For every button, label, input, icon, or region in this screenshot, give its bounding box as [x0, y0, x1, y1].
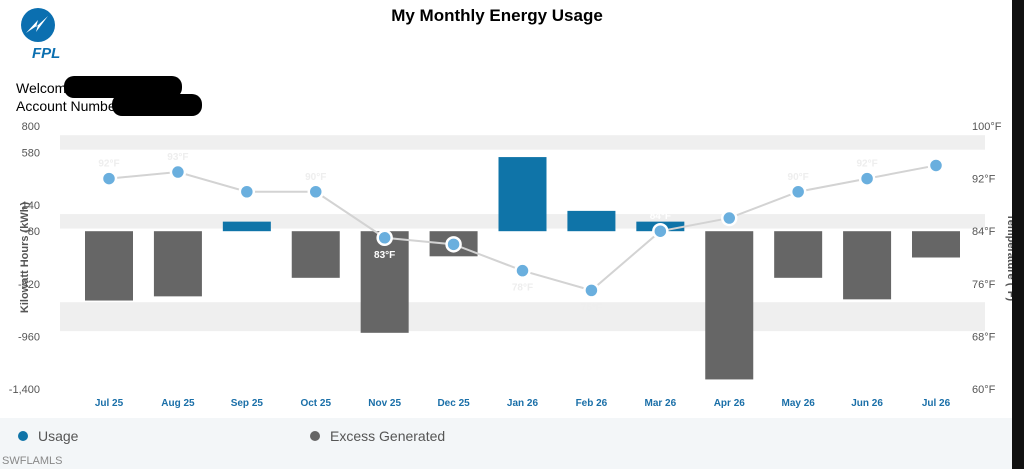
temperature-point — [100, 170, 118, 187]
y-tick-label: 580 — [22, 147, 40, 159]
temperature-point — [583, 282, 600, 299]
x-tick-label: Aug 25 — [161, 398, 195, 409]
chart-footer — [0, 418, 1012, 469]
y-right-tick-label: 60°F — [972, 384, 996, 396]
temperature-point — [721, 209, 738, 227]
temperature-point-label: 92°F — [856, 159, 877, 170]
x-tick-label: Oct 25 — [300, 398, 331, 409]
temperature-point — [238, 183, 256, 200]
temperature-point-label: 84°F — [650, 211, 671, 222]
fpl-logo-icon: FPL — [21, 8, 60, 62]
legend-usage-swatch — [18, 431, 28, 441]
y-tick-label: -80 — [24, 226, 40, 238]
excess-bar — [153, 231, 202, 297]
usage-bar — [222, 221, 271, 232]
temperature-point-label: 90°F — [788, 172, 809, 183]
x-tick-label: Mar 26 — [644, 398, 676, 409]
y-tick-label: -1,400 — [9, 384, 40, 396]
temperature-point — [652, 222, 669, 240]
temperature-point — [514, 262, 531, 279]
x-tick-label: Dec 25 — [437, 398, 470, 409]
chart-svg: 800 580 140 -80 -520 -960 -1,400 100°F 92°F 84°F 7… — [9, 121, 1017, 409]
temperature-point — [858, 170, 876, 187]
y-right-tick-label: 100°F — [972, 121, 1002, 133]
x-tick-label: Feb 26 — [576, 398, 608, 409]
y-right-tick-label: 68°F — [972, 331, 996, 343]
y-tick-label: -960 — [18, 331, 40, 343]
temperature-point-label: 78°F — [512, 283, 533, 294]
page-title: My Monthly Energy Usage — [391, 6, 603, 25]
excess-bar — [774, 231, 823, 278]
legend-usage-label: Usage — [38, 428, 79, 444]
redaction-bar — [64, 76, 182, 98]
y-right-tick-label: 92°F — [972, 174, 996, 186]
temperature-point — [376, 229, 393, 247]
temperature-point-label: 90°F — [305, 172, 326, 183]
temperature-point — [445, 236, 462, 253]
temperature-point-label: 83°F — [374, 250, 395, 261]
x-tick-label: Jun 26 — [851, 398, 883, 409]
excess-bar — [85, 231, 133, 301]
x-tick-label: Apr 26 — [714, 398, 746, 409]
excess-bar — [360, 231, 409, 333]
y-tick-label: 140 — [22, 200, 40, 212]
y-tick-label: 800 — [22, 121, 40, 133]
welcome-label: Welcom — [16, 80, 67, 96]
temperature-point-label: 75°F — [581, 302, 602, 313]
logo-text: FPL — [32, 45, 60, 60]
redaction-bar — [112, 94, 202, 116]
y-right-tick-label: 84°F — [972, 226, 996, 238]
grid-band — [60, 302, 985, 332]
excess-bar — [843, 231, 892, 300]
excess-bar — [912, 231, 960, 258]
usage-bar — [498, 157, 547, 232]
usage-bar — [567, 210, 616, 232]
legend-excess-label: Excess Generated — [330, 428, 446, 444]
watermark: SWFLAMLS — [2, 455, 63, 467]
temperature-point-label: 92°F — [98, 159, 119, 170]
temperature-point — [927, 157, 945, 174]
window-frame-edge — [1012, 0, 1024, 469]
legend-usage[interactable]: Usage — [18, 428, 78, 444]
grid-band — [60, 135, 985, 150]
x-tick-label: May 26 — [781, 398, 815, 409]
energy-usage-chart: 800 580 140 -80 -520 -960 -1,400 100°F 92°F 84°F 7… — [0, 116, 1017, 416]
excess-bar — [705, 231, 754, 380]
fpl-logo: FPL — [14, 6, 76, 62]
legend-excess[interactable]: Excess Generated — [310, 428, 445, 444]
account-number-label: Account Numbe — [16, 98, 116, 114]
temperature-point — [789, 183, 807, 200]
legend-excess-swatch — [310, 431, 320, 441]
y-tick-label: -520 — [18, 279, 40, 291]
x-tick-label: Nov 25 — [368, 398, 401, 409]
x-tick-label: Jul 26 — [922, 398, 951, 409]
temperature-point-label: 93°F — [167, 152, 188, 163]
excess-bar — [291, 231, 340, 278]
x-tick-label: Jan 26 — [507, 398, 539, 409]
y-right-axis-title: Temperature (°F) — [1005, 214, 1012, 302]
x-tick-label: Sep 25 — [231, 398, 264, 409]
temperature-point — [169, 163, 187, 181]
x-tick-label: Jul 25 — [95, 398, 124, 409]
y-right-tick-label: 76°F — [972, 279, 996, 291]
y-axis-title: Kilowatt Hours (kWh) — [19, 202, 31, 314]
temperature-point — [307, 183, 324, 200]
